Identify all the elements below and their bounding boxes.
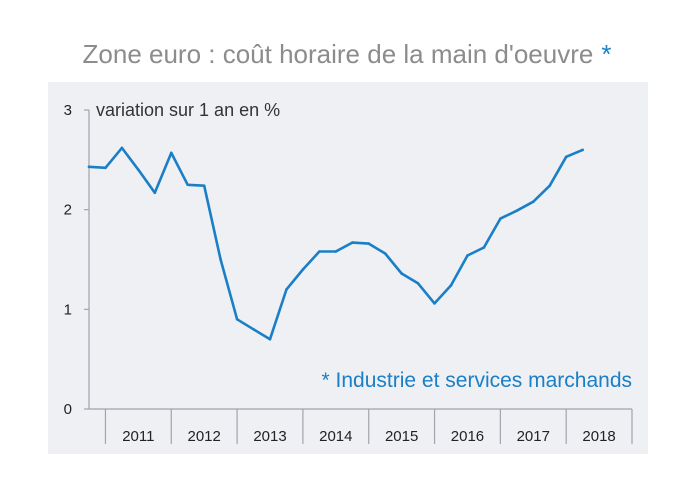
- data-point: [466, 254, 469, 257]
- x-tick-label: 2012: [187, 428, 220, 445]
- data-point: [548, 184, 552, 188]
- x-tick-label: 2015: [385, 428, 418, 445]
- y-tick-label: 3: [64, 102, 72, 119]
- data-point: [449, 284, 453, 287]
- data-point: [367, 242, 371, 245]
- data-point: [400, 272, 403, 275]
- data-point: [531, 200, 535, 203]
- data-point: [301, 268, 305, 271]
- data-point: [137, 168, 140, 172]
- chart-footnote: * Industrie et services marchands: [322, 369, 632, 392]
- data-point: [499, 217, 502, 220]
- data-point: [104, 166, 107, 170]
- data-point: [350, 241, 354, 244]
- data-point: [416, 282, 420, 285]
- chart-title-star: *: [601, 39, 611, 69]
- data-point: [581, 148, 584, 152]
- data-point: [153, 191, 157, 195]
- x-tick-label: 2014: [319, 428, 352, 445]
- y-axis-label: variation sur 1 an en %: [96, 100, 280, 120]
- data-point: [268, 337, 272, 341]
- data-point: [252, 327, 255, 331]
- x-tick-label: 2016: [451, 428, 484, 445]
- data-point: [120, 146, 124, 150]
- y-tick-label: 0: [64, 401, 72, 418]
- data-point: [186, 183, 190, 187]
- x-tick-label: 2017: [517, 428, 550, 445]
- x-tick-label: 2018: [582, 428, 615, 445]
- x-axis: 2011 2012 2013 2014 2015 2016 2017 2018: [89, 408, 633, 445]
- data-point: [87, 165, 91, 169]
- data-point: [285, 288, 288, 291]
- data-points: [87, 146, 584, 341]
- data-point: [383, 252, 387, 255]
- data-point: [235, 318, 239, 321]
- plot-background: [48, 82, 648, 454]
- data-point: [169, 151, 173, 155]
- x-tick-label: 2013: [253, 428, 286, 445]
- data-point: [318, 250, 321, 253]
- data-point: [219, 258, 222, 261]
- data-point: [515, 209, 519, 212]
- chart-title: Zone euro : coût horaire de la main d'oe…: [83, 39, 612, 69]
- data-point: [334, 250, 338, 253]
- data-point: [564, 155, 568, 159]
- data-point: [202, 184, 206, 188]
- y-axis: 0 1 2 3: [64, 102, 90, 418]
- data-point: [433, 302, 436, 305]
- chart-title-text: Zone euro : coût horaire de la main d'oe…: [83, 39, 594, 69]
- data-point: [482, 246, 486, 249]
- x-tick-label: 2011: [122, 428, 154, 445]
- y-tick-label: 2: [64, 202, 72, 219]
- y-tick-label: 1: [64, 301, 72, 318]
